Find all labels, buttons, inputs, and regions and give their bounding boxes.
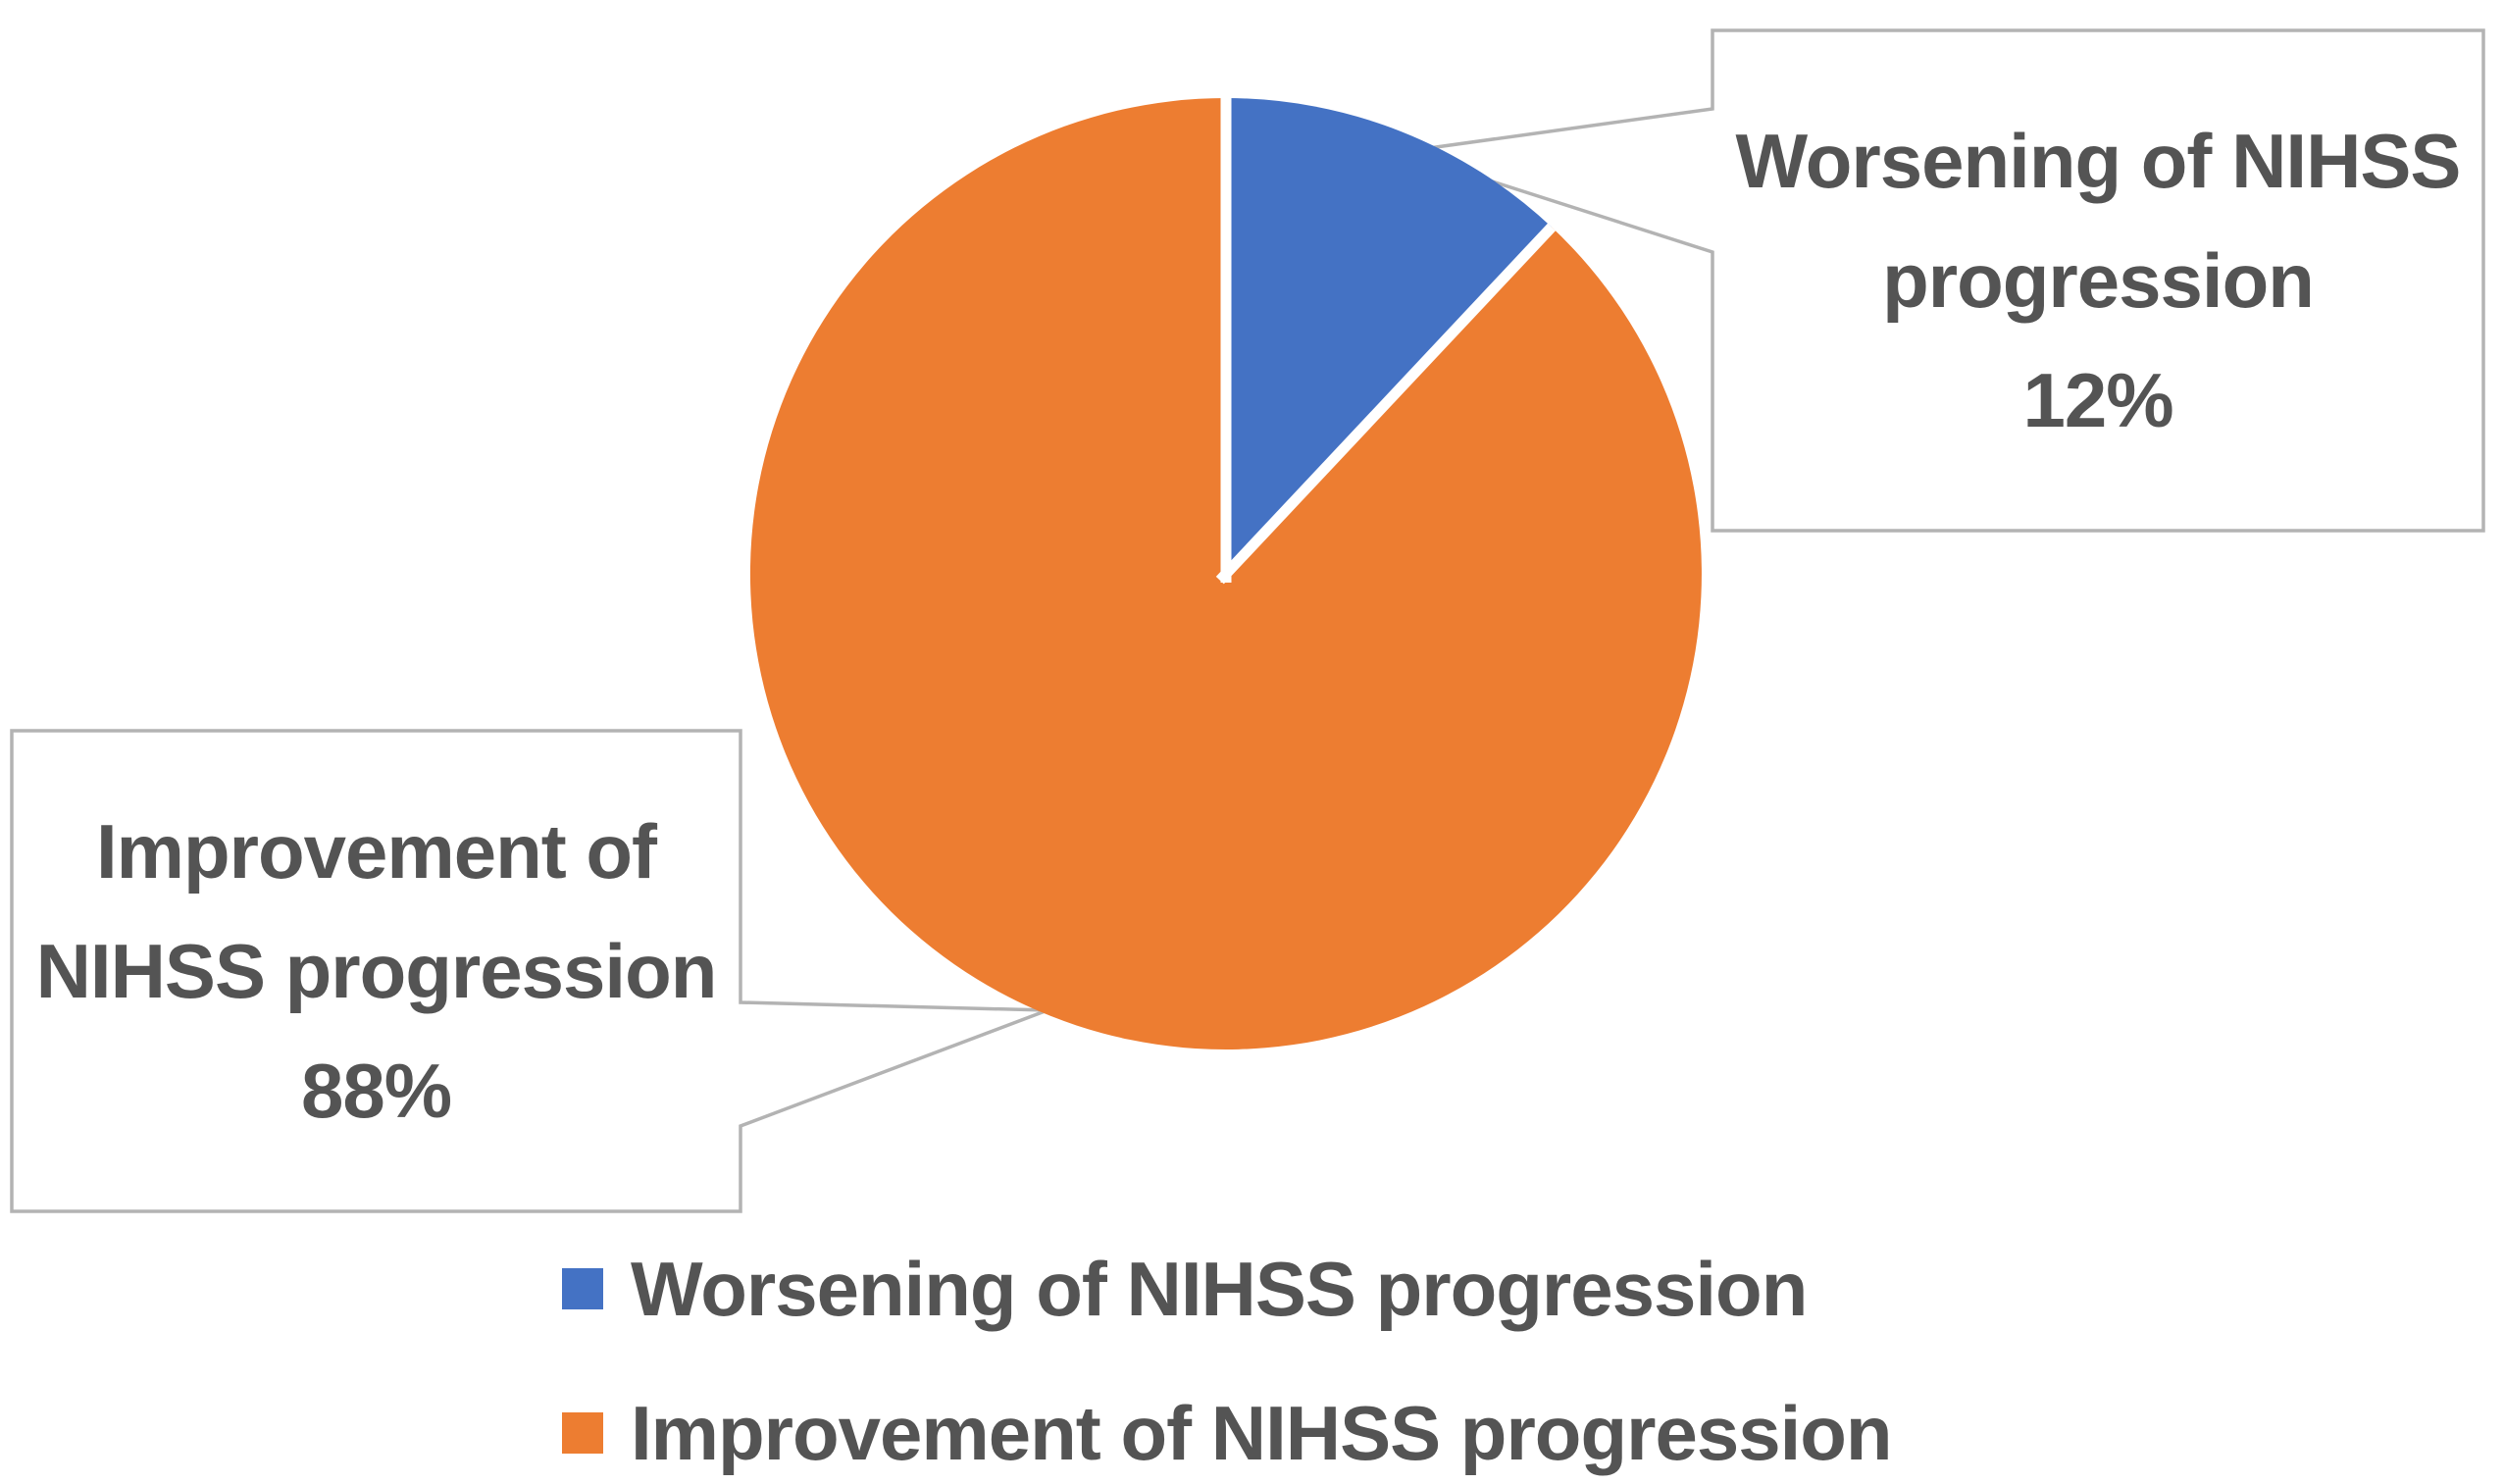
callout-box-worsening-shape — [1400, 28, 2485, 533]
callout-worsening: Worsening of NIHSS progression 12% — [1712, 30, 2483, 531]
legend: Worsening of NIHSS progression Improveme… — [562, 1229, 1893, 1484]
callout-improvement-line2: NIHSS progression — [35, 928, 718, 1014]
legend-swatch-worsening-icon — [562, 1268, 603, 1309]
callout-worsening-line2: progression — [1882, 237, 2315, 324]
callout-improvement-value: 88% — [300, 1048, 452, 1134]
legend-label-improvement: Improvement of NIHSS progression — [631, 1389, 1893, 1476]
callout-improvement-line1: Improvement of — [95, 808, 657, 895]
callout-worsening-line1: Worsening of NIHSS — [1735, 118, 2462, 204]
legend-swatch-improvement-icon — [562, 1412, 603, 1454]
callout-worsening-value: 12% — [2022, 357, 2173, 443]
legend-item-improvement: Improvement of NIHSS progression — [562, 1373, 1893, 1484]
callout-improvement: Improvement of NIHSS progression 88% — [12, 731, 741, 1211]
pie-slice-worsening — [1226, 98, 1552, 574]
slice-divider-right — [1215, 223, 1557, 585]
callout-box-improvement-shape — [10, 729, 1048, 1213]
legend-item-worsening: Worsening of NIHSS progression — [562, 1229, 1892, 1349]
legend-label-worsening: Worsening of NIHSS progression — [631, 1245, 1808, 1332]
